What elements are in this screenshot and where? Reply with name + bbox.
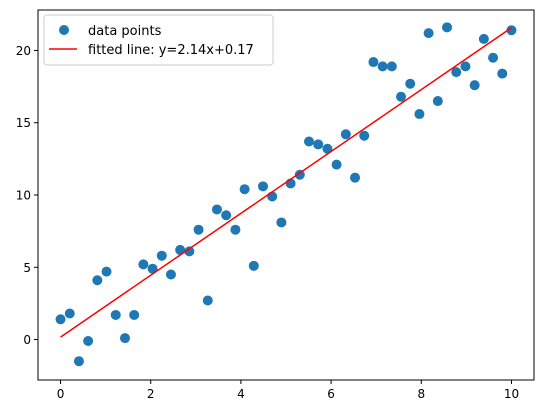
x-tick-label: 6: [327, 387, 335, 401]
data-point: [55, 314, 66, 325]
legend-label-data-points: data points: [88, 24, 162, 39]
data-point: [350, 172, 361, 183]
data-point: [432, 96, 443, 107]
data-point: [506, 25, 517, 36]
data-point: [156, 250, 167, 261]
data-point: [322, 143, 333, 154]
data-point: [110, 309, 121, 320]
data-point: [460, 61, 471, 72]
data-point: [73, 356, 84, 367]
data-point: [239, 184, 250, 195]
data-point: [221, 210, 232, 221]
data-point: [488, 52, 499, 63]
legend-marker-data-points: [59, 25, 69, 35]
data-point: [119, 333, 130, 344]
data-point: [377, 61, 388, 72]
y-tick-label: 15: [16, 116, 31, 130]
data-point: [386, 61, 397, 72]
y-tick-label: 0: [23, 333, 31, 347]
x-tick-label: 0: [57, 387, 65, 401]
data-point: [396, 91, 407, 102]
data-point: [423, 28, 434, 39]
data-point: [230, 224, 241, 235]
data-point: [248, 260, 259, 271]
x-tick-label: 2: [147, 387, 155, 401]
data-point: [101, 266, 112, 277]
data-point: [64, 308, 75, 319]
x-tick-label: 8: [417, 387, 425, 401]
data-point: [267, 191, 278, 202]
data-point: [165, 269, 176, 280]
data-point: [304, 136, 314, 147]
data-point: [331, 159, 342, 170]
y-tick-label: 5: [23, 261, 31, 275]
plot-area: [55, 22, 517, 367]
data-point: [202, 295, 213, 306]
data-point: [478, 33, 489, 44]
data-point: [469, 80, 480, 91]
data-point: [414, 109, 425, 120]
data-point: [368, 57, 379, 68]
x-axis: 0 2 4 6 8 10: [57, 380, 519, 401]
data-point: [129, 309, 140, 320]
data-point: [258, 181, 268, 192]
data-point: [184, 246, 195, 257]
data-point: [193, 224, 204, 235]
y-tick-label: 10: [16, 189, 31, 203]
y-axis: 0 5 10 15 20: [16, 44, 38, 347]
data-point: [451, 67, 462, 78]
data-point: [442, 22, 453, 33]
fitted-line: [60, 27, 512, 338]
data-point: [211, 204, 222, 215]
data-point: [83, 335, 94, 346]
data-point: [313, 139, 324, 150]
legend-label-fitted-line: fitted line: y=2.14x+0.17: [88, 43, 254, 58]
legend: data points fitted line: y=2.14x+0.17: [43, 14, 274, 66]
x-tick-label: 4: [237, 387, 245, 401]
data-point: [497, 68, 508, 79]
data-point: [147, 263, 158, 274]
y-tick-label: 20: [16, 44, 31, 58]
data-point: [276, 217, 287, 228]
data-point: [359, 130, 370, 141]
x-tick-label: 10: [504, 387, 519, 401]
data-point: [405, 78, 416, 89]
data-point: [294, 169, 305, 180]
legend-box: [43, 14, 274, 66]
data-point: [138, 259, 149, 270]
data-point: [92, 275, 103, 286]
data-point: [340, 129, 351, 140]
